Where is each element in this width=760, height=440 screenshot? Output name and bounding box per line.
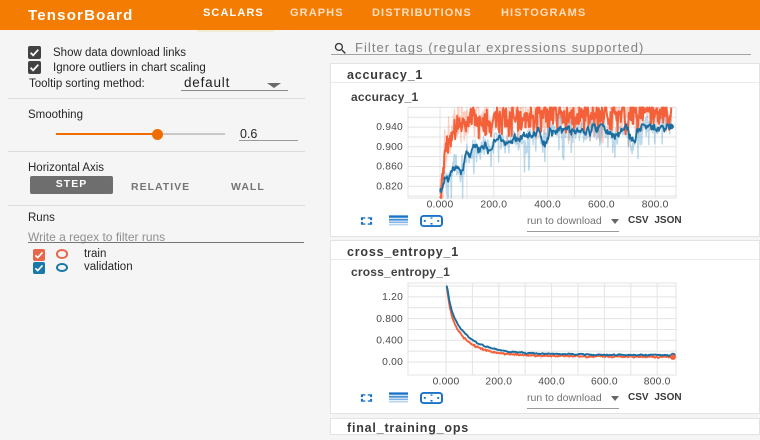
svg-text:600.0: 600.0 <box>591 377 618 388</box>
svg-text:1.20: 1.20 <box>382 292 403 303</box>
svg-text:0.000: 0.000 <box>427 200 454 211</box>
svg-text:800.0: 800.0 <box>644 377 671 388</box>
svg-text:400.0: 400.0 <box>534 200 561 211</box>
svg-text:600.0: 600.0 <box>588 200 615 211</box>
svg-text:200.0: 200.0 <box>485 377 512 388</box>
svg-text:0.940: 0.940 <box>376 122 403 133</box>
svg-text:0.000: 0.000 <box>433 377 460 388</box>
svg-text:0.820: 0.820 <box>376 181 403 192</box>
svg-text:0.400: 0.400 <box>376 336 403 347</box>
svg-text:400.0: 400.0 <box>538 377 565 388</box>
svg-text:0.800: 0.800 <box>376 314 403 325</box>
svg-text:0.860: 0.860 <box>376 162 403 173</box>
svg-text:0.900: 0.900 <box>376 142 403 153</box>
svg-text:200.0: 200.0 <box>480 200 507 211</box>
svg-text:0.00: 0.00 <box>382 357 403 368</box>
svg-text:800.0: 800.0 <box>642 200 669 211</box>
